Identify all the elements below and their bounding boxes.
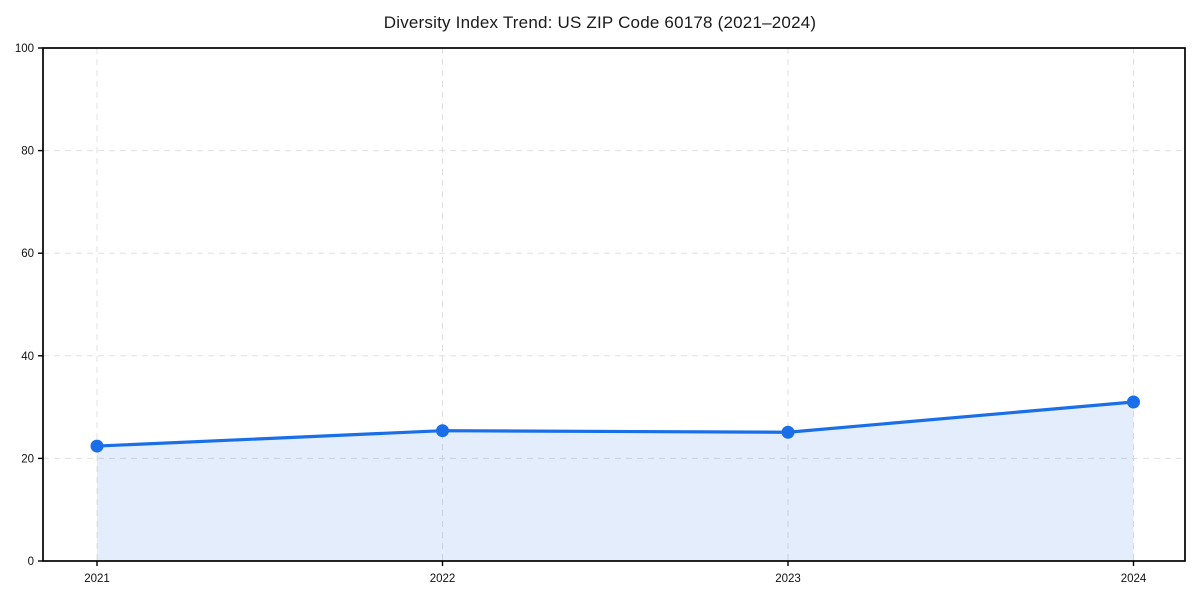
x-tick-label: 2024 <box>1121 573 1147 585</box>
area-fill <box>97 401 1134 561</box>
y-tick-label: 60 <box>21 248 34 260</box>
data-point-2024 <box>1127 395 1140 409</box>
y-tick-label: 40 <box>21 351 34 363</box>
data-point-2021 <box>90 439 104 453</box>
data-point-2022 <box>436 424 449 438</box>
x-tick-label: 2021 <box>84 573 110 585</box>
trend-line <box>95 400 1136 448</box>
data-point-2023 <box>781 425 795 439</box>
y-tick-label: 20 <box>21 453 34 465</box>
y-tick-label: 100 <box>15 43 34 55</box>
y-tick-label: 80 <box>21 146 34 158</box>
plot-border <box>42 47 1186 562</box>
chart-title: Diversity Index Trend: US ZIP Code 60178… <box>383 13 817 32</box>
x-tick-label: 2022 <box>430 573 456 585</box>
x-tick-label: 2023 <box>775 573 801 585</box>
y-tick-label: 0 <box>28 556 34 568</box>
